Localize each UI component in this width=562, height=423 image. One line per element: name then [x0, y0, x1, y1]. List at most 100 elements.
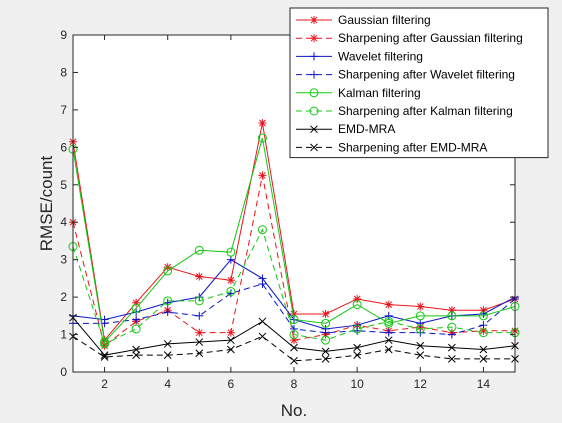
data-point: [194, 296, 204, 306]
data-point: [163, 266, 173, 276]
y-tick-label: 0: [60, 365, 67, 379]
legend-marker: [310, 143, 318, 152]
data-point: [289, 315, 299, 325]
data-point: [195, 272, 204, 281]
x-tick-label: 10: [350, 377, 364, 391]
y-tick-label: 2: [60, 290, 67, 304]
data-point: [321, 335, 331, 345]
y-tick-label: 6: [60, 140, 67, 154]
data-point: [321, 355, 330, 363]
data-point: [384, 316, 394, 326]
data-point: [163, 351, 172, 360]
data-point: [226, 328, 235, 337]
data-point: [163, 340, 172, 348]
y-axis-label: RMSE/count: [37, 156, 56, 252]
data-point: [352, 324, 362, 334]
data-point: [290, 336, 298, 345]
data-point: [131, 324, 141, 334]
data-point: [384, 300, 393, 309]
legend-marker: [310, 125, 318, 134]
series-7: [69, 313, 519, 360]
data-point: [416, 319, 425, 328]
data-point: [258, 118, 267, 127]
legend-label: Sharpening after Kalman filtering: [338, 104, 513, 118]
data-point: [448, 343, 456, 352]
data-point: [321, 309, 330, 318]
data-point: [226, 276, 235, 285]
legend-label: Sharpening after Gaussian filtering: [338, 31, 523, 45]
series-layer: [68, 118, 520, 365]
data-point: [290, 324, 298, 333]
data-point: [195, 349, 204, 358]
data-point: [258, 171, 267, 180]
legend-marker: [310, 16, 318, 24]
data-point: [353, 326, 362, 335]
data-point: [321, 318, 331, 328]
data-point: [100, 353, 109, 361]
x-tick-label: 8: [291, 377, 298, 391]
data-point: [226, 255, 235, 264]
data-point: [257, 133, 267, 143]
data-point: [100, 339, 110, 349]
legend-item: Kalman filtering: [296, 86, 421, 100]
data-point: [258, 317, 267, 326]
y-tick-label: 3: [60, 253, 67, 267]
legend-label: EMD-MRA: [338, 122, 395, 136]
legend-marker: [310, 34, 318, 43]
data-point: [384, 328, 393, 337]
data-point: [100, 351, 109, 360]
y-tick-label: 8: [60, 65, 67, 79]
data-point: [289, 330, 299, 340]
data-point: [353, 343, 361, 352]
x-axis-label: No.: [281, 401, 307, 420]
data-point: [226, 247, 236, 257]
x-tick-label: 6: [228, 377, 235, 391]
data-point: [447, 322, 457, 332]
data-point: [321, 328, 330, 337]
legend-item: Sharpening after Kalman filtering: [296, 104, 513, 118]
data-point: [447, 311, 457, 321]
data-point: [195, 328, 204, 337]
data-point: [479, 345, 488, 354]
legend-label: Gaussian filtering: [338, 13, 431, 27]
legend-marker: [310, 70, 318, 79]
legend-label: Sharpening after EMD-MRA: [338, 140, 487, 154]
x-tick-label: 4: [164, 377, 171, 391]
data-point: [226, 286, 236, 296]
data-point: [479, 321, 488, 330]
data-point: [448, 355, 456, 363]
series-6: [68, 225, 520, 349]
data-point: [227, 336, 235, 345]
data-point: [479, 309, 488, 318]
data-point: [195, 311, 204, 320]
data-point: [258, 280, 267, 289]
data-point: [478, 328, 488, 338]
x-tick-label: 14: [477, 377, 491, 391]
legend-item: Wavelet filtering: [296, 49, 423, 63]
data-point: [384, 311, 393, 320]
data-point: [132, 345, 140, 354]
data-point: [132, 315, 141, 324]
data-point: [479, 355, 488, 363]
data-point: [447, 330, 456, 339]
data-point: [290, 356, 298, 365]
x-tick-label: 2: [101, 377, 108, 391]
legend-box: [289, 7, 549, 159]
legend-item: Sharpening after Gaussian filtering: [296, 31, 523, 45]
legend-label: Sharpening after Wavelet filtering: [338, 68, 515, 82]
legend-item: Gaussian filtering: [296, 13, 431, 27]
data-point: [352, 300, 362, 310]
data-point: [384, 336, 393, 345]
legend-item: Sharpening after Wavelet filtering: [296, 68, 515, 82]
legend-marker: [309, 88, 319, 98]
y-tick-label: 4: [60, 215, 67, 229]
legend-item: Sharpening after EMD-MRA: [296, 140, 487, 154]
data-point: [194, 245, 204, 255]
data-point: [132, 351, 140, 360]
data-point: [195, 338, 204, 346]
legend-label: Wavelet filtering: [338, 49, 423, 63]
data-point: [478, 311, 488, 321]
data-point: [415, 311, 425, 321]
data-point: [353, 351, 361, 360]
